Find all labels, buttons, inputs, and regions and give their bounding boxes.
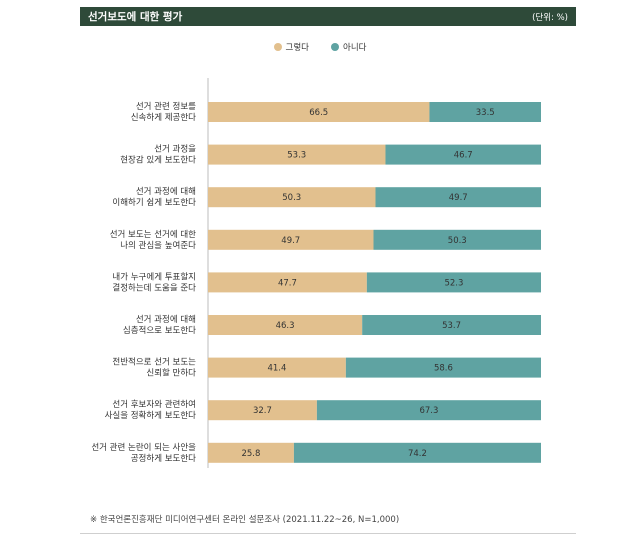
data-label-yes: 66.5: [309, 108, 328, 118]
bar-segment-no: [362, 315, 541, 335]
bar-segment-yes: [208, 187, 376, 208]
data-label-yes: 53.3: [287, 151, 306, 161]
data-label-yes: 46.3: [276, 321, 295, 331]
bar-segment-no: [366, 272, 541, 293]
category-label-line: 내가 누구에게 투표할지: [112, 271, 196, 282]
bar-segment-no: [293, 442, 541, 463]
category-label-line: 선거 관련 논란이 되는 사안을: [91, 442, 196, 453]
bar-segment-no: [375, 187, 541, 208]
category-label-line: 공정하게 보도한다: [131, 453, 196, 464]
category-label: 선거 보도는 선거에 대한 나의 관심을 높여준다: [110, 230, 196, 251]
data-label-yes: 49.7: [281, 236, 300, 246]
data-label-yes: 41.4: [267, 364, 286, 374]
bar-segment-yes: [208, 272, 367, 293]
data-label-yes: 47.7: [278, 278, 297, 288]
category-label-line: 선거 과정에 대해: [136, 314, 196, 325]
category-label: 전반적으로 선거 보도는 신뢰할 만하다: [112, 357, 196, 379]
bar-segment-yes: [208, 357, 346, 378]
category-label-line: 신뢰할 만하다: [146, 368, 196, 379]
legend-item-no: 아니다: [331, 41, 366, 53]
category-label-line: 나의 관심을 높여준다: [120, 240, 196, 251]
legend-swatch-no: [331, 43, 339, 51]
bar-segment-no: [316, 400, 541, 421]
category-label: 선거 후보자와 관련하여 사실을 정확하게 보도한다: [105, 399, 197, 421]
chart-header: 선거보도에 대한 평가 (단위: %): [80, 7, 576, 26]
bottom-divider: [80, 533, 576, 534]
stacked-bar-chart: 선거 관련 정보를 신속하게 제공한다 66.5 33.5 선거 과정을 현장감 있게 보…: [91, 78, 541, 468]
category-label-line: 선거 보도는 선거에 대한: [110, 230, 196, 240]
data-label-yes: 25.8: [241, 449, 260, 459]
category-label: 선거 과정에 대해 이해하기 쉽게 보도한다: [112, 186, 196, 208]
bar-segment-yes: [208, 144, 386, 165]
bar-segment-no: [429, 102, 541, 122]
legend-swatch-yes: [273, 43, 282, 51]
category-label: 선거 관련 정보를 신속하게 제공한다: [131, 101, 196, 123]
category-label-line: 선거 과정을: [154, 144, 196, 155]
unit-label: (단위: %): [532, 12, 568, 23]
bar-segment-yes: [208, 315, 363, 335]
category-label: 선거 과정을 현장감 있게 보도한다: [120, 144, 196, 166]
category-label-line: 신속하게 제공한다: [131, 112, 196, 123]
data-label-no: 52.3: [444, 278, 463, 288]
data-label-no: 49.7: [449, 193, 468, 203]
bar-segment-yes: [208, 229, 374, 250]
data-label-yes: 32.7: [253, 406, 272, 416]
category-label-line: 심층적으로 보도한다: [123, 325, 196, 336]
category-label: 선거 과정에 대해 심층적으로 보도한다: [123, 314, 196, 336]
legend: 그렇다 아니다: [0, 41, 640, 53]
category-label-line: 선거 후보자와 관련하여: [112, 399, 196, 410]
data-label-yes: 50.3: [282, 193, 301, 203]
bar-segment-yes: [208, 400, 317, 421]
category-label-line: 사실을 정확하게 보도한다: [105, 410, 197, 421]
data-label-no: 58.6: [434, 364, 453, 374]
data-label-no: 53.7: [442, 321, 461, 331]
category-label-line: 선거 관련 정보를: [136, 101, 196, 112]
data-label-no: 46.7: [454, 151, 473, 161]
category-label-line: 전반적으로 선거 보도는: [112, 357, 196, 368]
data-label-no: 74.2: [408, 449, 427, 459]
bar-segment-no: [345, 357, 541, 378]
source-note: ※ 한국언론진흥재단 미디어연구센터 온라인 설문조사 (2021.11.22~…: [90, 515, 400, 525]
bar-segment-no: [385, 144, 541, 165]
data-label-no: 67.3: [419, 406, 438, 416]
legend-label-yes: 그렇다: [285, 43, 309, 53]
legend-item-yes: 그렇다: [273, 41, 309, 53]
category-label-line: 현장감 있게 보도한다: [120, 155, 196, 166]
bar-segment-yes: [208, 102, 430, 122]
category-label: 선거 관련 논란이 되는 사안을 공정하게 보도한다: [91, 442, 196, 464]
category-label: 내가 누구에게 투표할지 결정하는데 도움을 준다: [112, 271, 196, 293]
category-label-line: 선거 과정에 대해: [136, 186, 196, 197]
category-label-line: 결정하는데 도움을 준다: [112, 282, 196, 293]
bar-segment-yes: [208, 442, 294, 463]
legend-label-no: 아니다: [343, 43, 367, 53]
category-label-line: 이해하기 쉽게 보도한다: [112, 197, 196, 208]
chart-title: 선거보도에 대한 평가: [88, 11, 183, 23]
bar-segment-no: [373, 229, 541, 250]
data-label-no: 33.5: [476, 108, 495, 118]
data-label-no: 50.3: [448, 236, 467, 246]
